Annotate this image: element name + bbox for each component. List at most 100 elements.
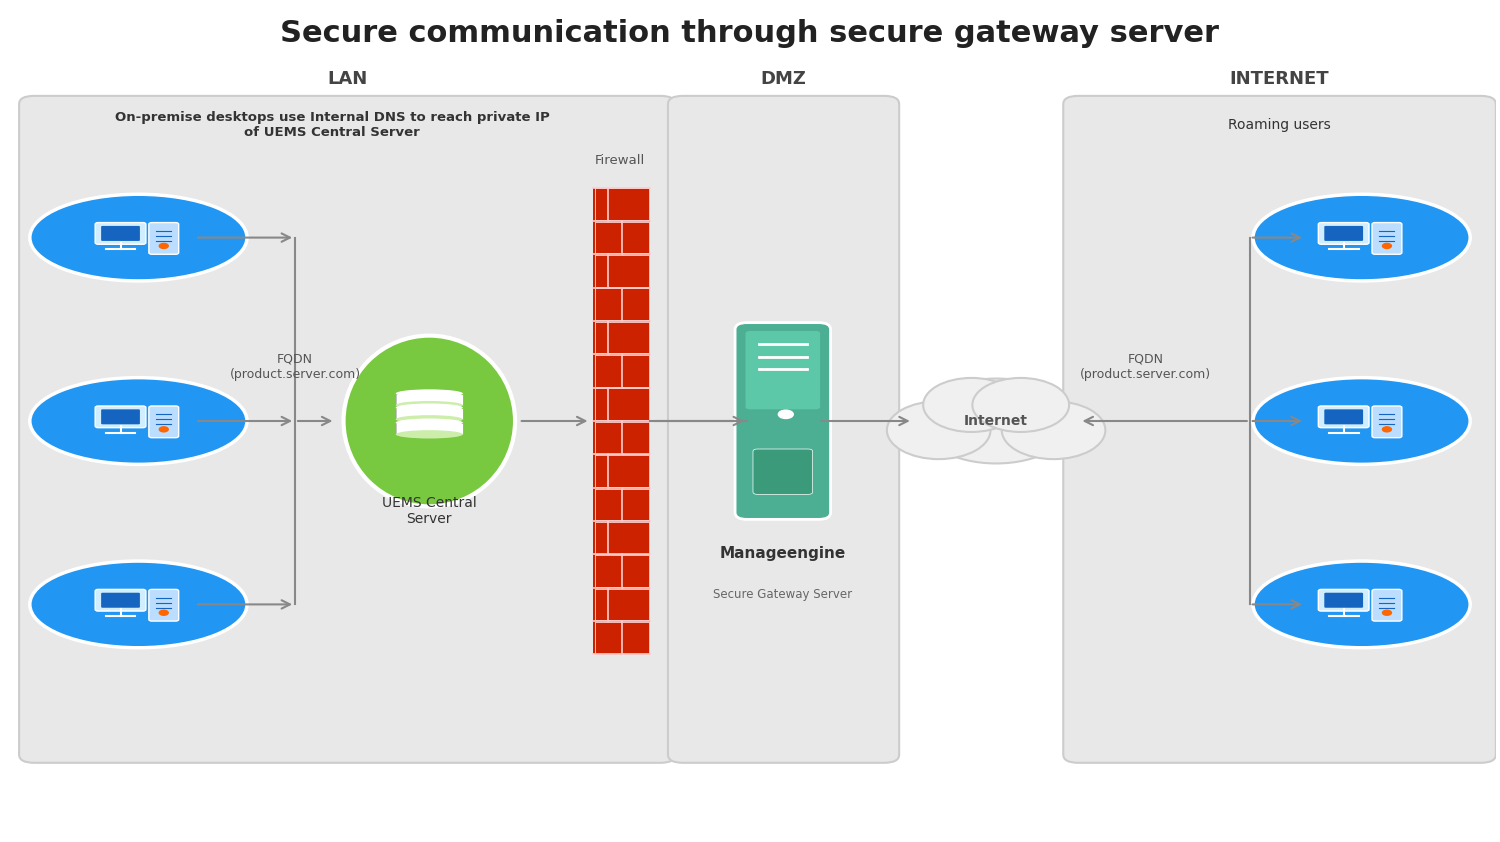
FancyBboxPatch shape	[596, 456, 648, 487]
FancyBboxPatch shape	[1372, 589, 1402, 621]
FancyBboxPatch shape	[1318, 222, 1370, 244]
FancyBboxPatch shape	[596, 422, 648, 454]
FancyBboxPatch shape	[596, 255, 648, 287]
FancyBboxPatch shape	[596, 322, 648, 354]
FancyBboxPatch shape	[596, 589, 648, 621]
Text: On-premise desktops use Internal DNS to reach private IP
of UEMS Central Server: On-premise desktops use Internal DNS to …	[116, 111, 549, 139]
Ellipse shape	[396, 430, 464, 439]
FancyBboxPatch shape	[753, 449, 813, 494]
Circle shape	[922, 378, 1020, 432]
Circle shape	[886, 402, 990, 459]
FancyBboxPatch shape	[596, 388, 648, 420]
Ellipse shape	[396, 389, 464, 397]
FancyBboxPatch shape	[148, 222, 178, 254]
Circle shape	[972, 378, 1070, 432]
Circle shape	[920, 379, 1072, 463]
Text: Secure Gateway Server: Secure Gateway Server	[714, 588, 852, 600]
FancyBboxPatch shape	[596, 255, 648, 287]
Text: LAN: LAN	[327, 70, 368, 88]
FancyBboxPatch shape	[1318, 406, 1370, 428]
FancyBboxPatch shape	[668, 96, 898, 763]
Ellipse shape	[344, 336, 514, 506]
FancyBboxPatch shape	[596, 488, 648, 520]
FancyBboxPatch shape	[596, 189, 648, 220]
Text: DMZ: DMZ	[760, 70, 807, 88]
Circle shape	[1383, 427, 1392, 432]
Text: Firewall: Firewall	[596, 154, 645, 167]
FancyBboxPatch shape	[596, 355, 648, 386]
FancyBboxPatch shape	[596, 522, 648, 553]
Circle shape	[159, 243, 168, 248]
FancyBboxPatch shape	[148, 589, 178, 621]
FancyBboxPatch shape	[148, 406, 178, 438]
Text: Manageengine: Manageengine	[720, 546, 846, 561]
Circle shape	[159, 427, 168, 432]
Circle shape	[159, 610, 168, 616]
Ellipse shape	[1252, 195, 1470, 281]
FancyBboxPatch shape	[596, 555, 648, 587]
FancyBboxPatch shape	[596, 622, 648, 653]
FancyBboxPatch shape	[1324, 226, 1364, 241]
Ellipse shape	[30, 195, 248, 281]
FancyBboxPatch shape	[596, 221, 648, 253]
FancyBboxPatch shape	[596, 456, 648, 487]
FancyBboxPatch shape	[596, 355, 648, 386]
FancyBboxPatch shape	[596, 289, 648, 320]
FancyBboxPatch shape	[596, 221, 648, 253]
Text: FQDN
(product.server.com): FQDN (product.server.com)	[1080, 353, 1210, 381]
FancyBboxPatch shape	[596, 622, 648, 653]
FancyBboxPatch shape	[746, 331, 821, 409]
FancyBboxPatch shape	[596, 522, 648, 553]
FancyBboxPatch shape	[94, 406, 146, 428]
FancyBboxPatch shape	[596, 422, 648, 454]
FancyBboxPatch shape	[596, 355, 648, 386]
FancyBboxPatch shape	[596, 289, 648, 320]
FancyBboxPatch shape	[1372, 406, 1402, 438]
FancyBboxPatch shape	[596, 488, 648, 520]
Text: Roaming users: Roaming users	[1228, 118, 1330, 132]
Text: Secure communication through secure gateway server: Secure communication through secure gate…	[280, 19, 1220, 48]
FancyBboxPatch shape	[596, 555, 648, 587]
FancyBboxPatch shape	[596, 589, 648, 621]
Text: UEMS Central
Server: UEMS Central Server	[382, 496, 477, 526]
Ellipse shape	[396, 418, 464, 427]
Bar	[396, 424, 464, 434]
Circle shape	[778, 410, 794, 418]
FancyBboxPatch shape	[94, 589, 146, 611]
Circle shape	[1383, 243, 1392, 248]
Ellipse shape	[396, 401, 464, 409]
FancyBboxPatch shape	[20, 96, 675, 763]
FancyBboxPatch shape	[1318, 589, 1370, 611]
FancyBboxPatch shape	[596, 422, 648, 454]
FancyBboxPatch shape	[596, 388, 648, 420]
FancyBboxPatch shape	[1324, 593, 1364, 608]
FancyBboxPatch shape	[1372, 222, 1402, 254]
FancyBboxPatch shape	[1064, 96, 1496, 763]
FancyBboxPatch shape	[100, 593, 140, 608]
Ellipse shape	[396, 415, 464, 424]
FancyBboxPatch shape	[94, 222, 146, 244]
FancyBboxPatch shape	[596, 589, 648, 621]
Ellipse shape	[1252, 561, 1470, 647]
Ellipse shape	[396, 403, 464, 412]
FancyBboxPatch shape	[596, 456, 648, 487]
Text: INTERNET: INTERNET	[1230, 70, 1329, 88]
Bar	[396, 395, 464, 405]
Bar	[396, 409, 464, 419]
Ellipse shape	[30, 561, 248, 647]
FancyBboxPatch shape	[596, 322, 648, 354]
FancyBboxPatch shape	[596, 189, 648, 220]
FancyBboxPatch shape	[596, 322, 648, 354]
FancyBboxPatch shape	[596, 255, 648, 287]
Text: Internet: Internet	[964, 414, 1028, 428]
Bar	[594, 188, 650, 654]
FancyBboxPatch shape	[596, 555, 648, 587]
FancyBboxPatch shape	[596, 522, 648, 553]
FancyBboxPatch shape	[596, 289, 648, 320]
FancyBboxPatch shape	[596, 221, 648, 253]
Ellipse shape	[1252, 378, 1470, 464]
FancyBboxPatch shape	[596, 622, 648, 653]
Text: FQDN
(product.server.com): FQDN (product.server.com)	[230, 353, 360, 381]
Circle shape	[1383, 610, 1392, 616]
FancyBboxPatch shape	[596, 488, 648, 520]
